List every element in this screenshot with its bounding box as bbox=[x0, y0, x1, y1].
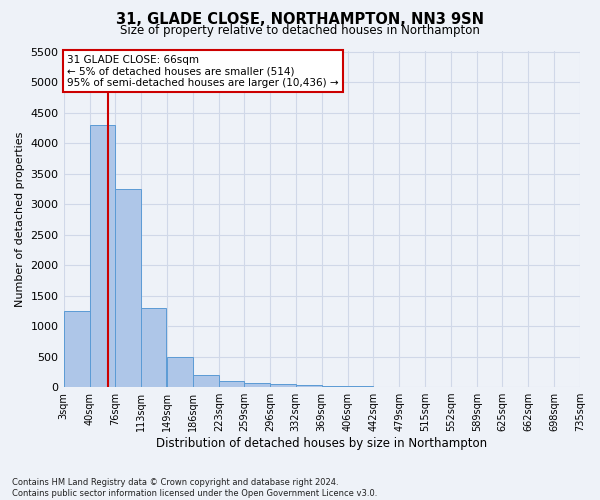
Bar bbox=[322, 386, 348, 387]
Bar bbox=[193, 375, 218, 387]
Bar bbox=[115, 189, 141, 387]
Bar bbox=[271, 384, 296, 387]
Bar bbox=[90, 124, 115, 387]
Bar bbox=[296, 386, 322, 387]
Bar bbox=[64, 311, 89, 387]
Text: Contains HM Land Registry data © Crown copyright and database right 2024.
Contai: Contains HM Land Registry data © Crown c… bbox=[12, 478, 377, 498]
X-axis label: Distribution of detached houses by size in Northampton: Distribution of detached houses by size … bbox=[156, 437, 487, 450]
Bar bbox=[141, 308, 166, 387]
Bar bbox=[244, 382, 270, 387]
Text: 31 GLADE CLOSE: 66sqm
← 5% of detached houses are smaller (514)
95% of semi-deta: 31 GLADE CLOSE: 66sqm ← 5% of detached h… bbox=[67, 54, 338, 88]
Bar bbox=[348, 386, 373, 387]
Text: 31, GLADE CLOSE, NORTHAMPTON, NN3 9SN: 31, GLADE CLOSE, NORTHAMPTON, NN3 9SN bbox=[116, 12, 484, 28]
Bar bbox=[167, 356, 193, 387]
Bar bbox=[219, 381, 244, 387]
Text: Size of property relative to detached houses in Northampton: Size of property relative to detached ho… bbox=[120, 24, 480, 37]
Y-axis label: Number of detached properties: Number of detached properties bbox=[15, 132, 25, 307]
